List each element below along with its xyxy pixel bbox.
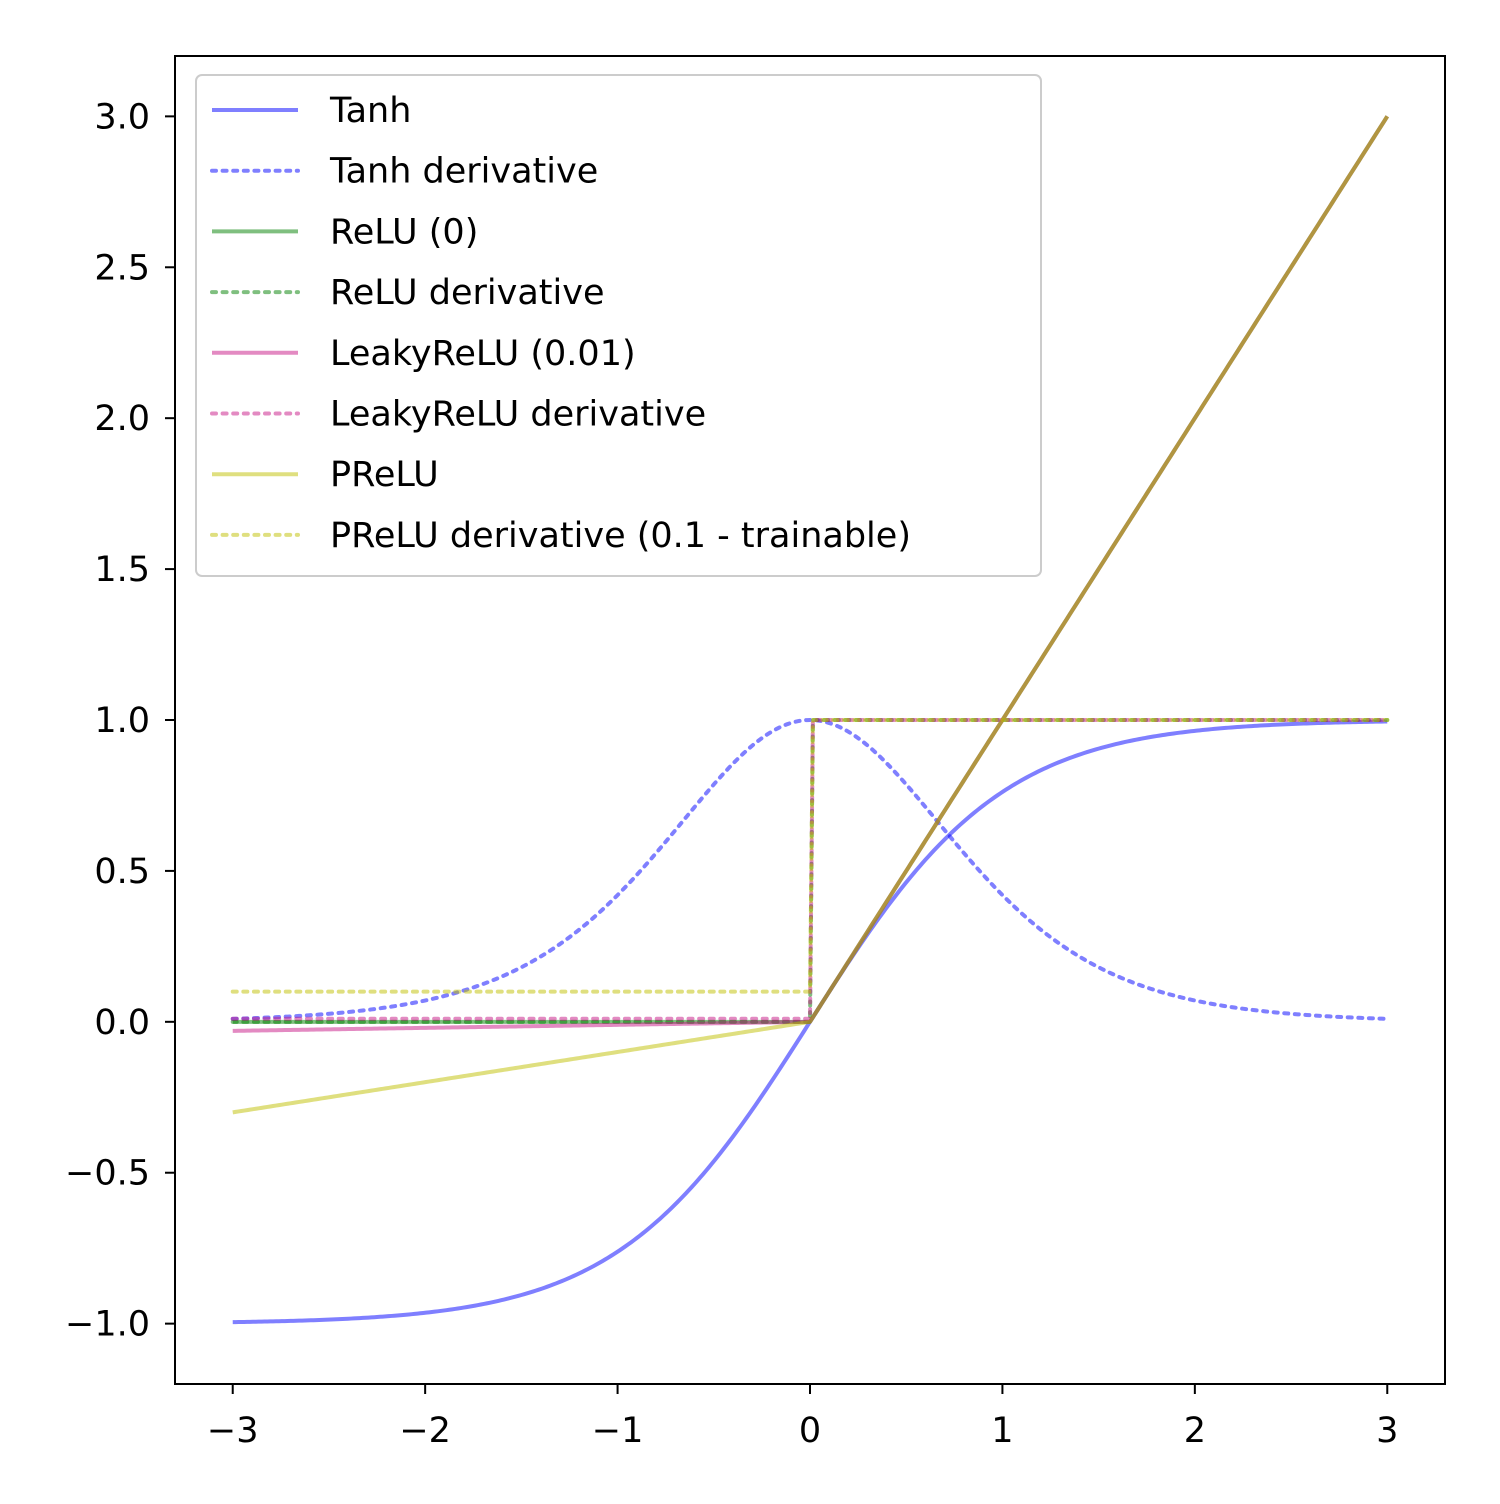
legend-label: ReLU derivative [330,273,605,313]
legend-box [195,74,1042,577]
y-tick-label: −1.0 [65,1305,150,1345]
x-tick-label: −1 [592,1411,644,1451]
y-tick-label: −0.5 [65,1154,150,1194]
x-tick-label: 0 [799,1411,821,1451]
axes: −3 −2 −1 0 1 2 3 −1.0 −0.5 0.0 0.5 1.0 1.5 2.0 2.5 3.0 [65,55,1446,1451]
legend-label: Tanh derivative [329,152,598,192]
series-line-6 [232,115,1389,1115]
x-tick-label: 3 [1376,1411,1398,1451]
plot-area [230,115,1390,1325]
y-tick-label: 2.5 [94,248,150,288]
legend: Tanh Tanh derivative ReLU (0) ReLU derivati… [195,74,1042,577]
series-line-7 [230,718,1390,994]
legend-label: PReLU derivative (0.1 - trainable) [330,516,911,556]
y-tick-label: 0.5 [94,852,150,892]
y-tick-label: 1.0 [94,701,150,741]
y-tick-label: 1.5 [94,550,150,590]
x-tick-label: −2 [399,1411,451,1451]
y-tick-label: 3.0 [94,97,150,137]
legend-label: LeakyReLU (0.01) [330,334,636,374]
legend-label: LeakyReLU derivative [330,395,706,435]
x-tick-label: −3 [207,1411,259,1451]
y-tick-label: 0.0 [94,1003,150,1043]
y-tick-label: 2.0 [94,399,150,439]
x-tick-label: 1 [991,1411,1013,1451]
series-line-1 [230,718,1390,1021]
legend-label: Tanh [329,91,411,131]
x-tick-label: 2 [1184,1411,1206,1451]
legend-label: ReLU (0) [330,212,478,252]
legend-label: PReLU [330,455,439,495]
